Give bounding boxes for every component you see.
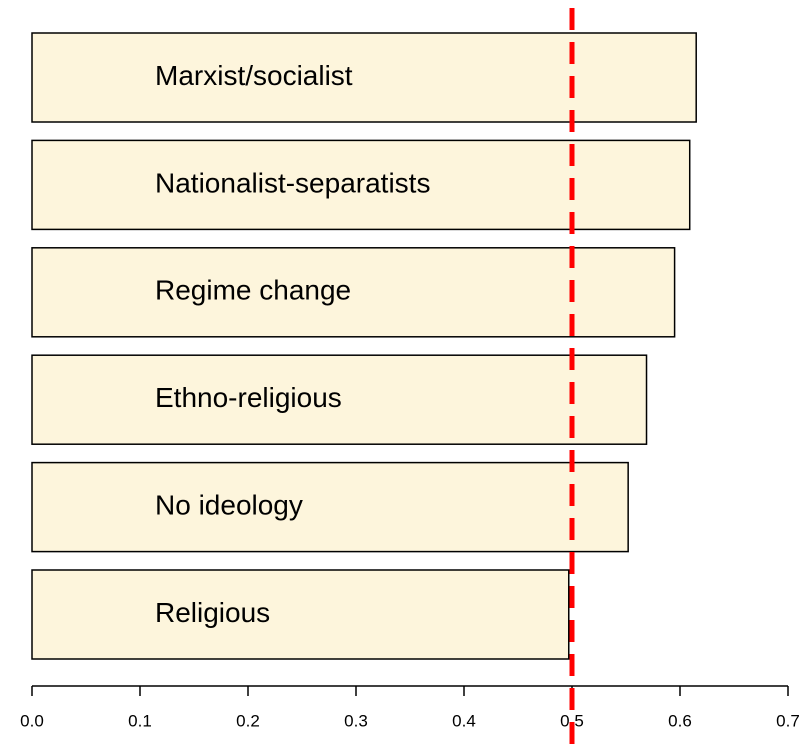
x-tick-label: 0.2 (236, 711, 260, 730)
x-tick-label: 0.3 (344, 711, 368, 730)
category-label: Nationalist-separatists (155, 167, 430, 198)
category-label: No ideology (155, 489, 303, 520)
bar (31, 461, 629, 553)
bar (31, 139, 691, 231)
bar (31, 247, 676, 338)
category-label: Marxist/socialist (155, 60, 353, 91)
x-tick-label: 0.7 (776, 711, 800, 730)
category-label: Regime change (155, 275, 351, 306)
bar (31, 354, 648, 445)
x-tick-label: 0.0 (20, 711, 44, 730)
x-tick-label: 0.1 (128, 711, 152, 730)
bar (31, 32, 697, 123)
x-tick-label: 0.4 (452, 711, 476, 730)
category-label: Ethno-religious (155, 382, 342, 413)
bar (31, 569, 570, 660)
category-label: Religious (155, 597, 270, 628)
x-tick-label: 0.6 (668, 711, 692, 730)
x-tick-label: 0.5 (560, 711, 584, 730)
